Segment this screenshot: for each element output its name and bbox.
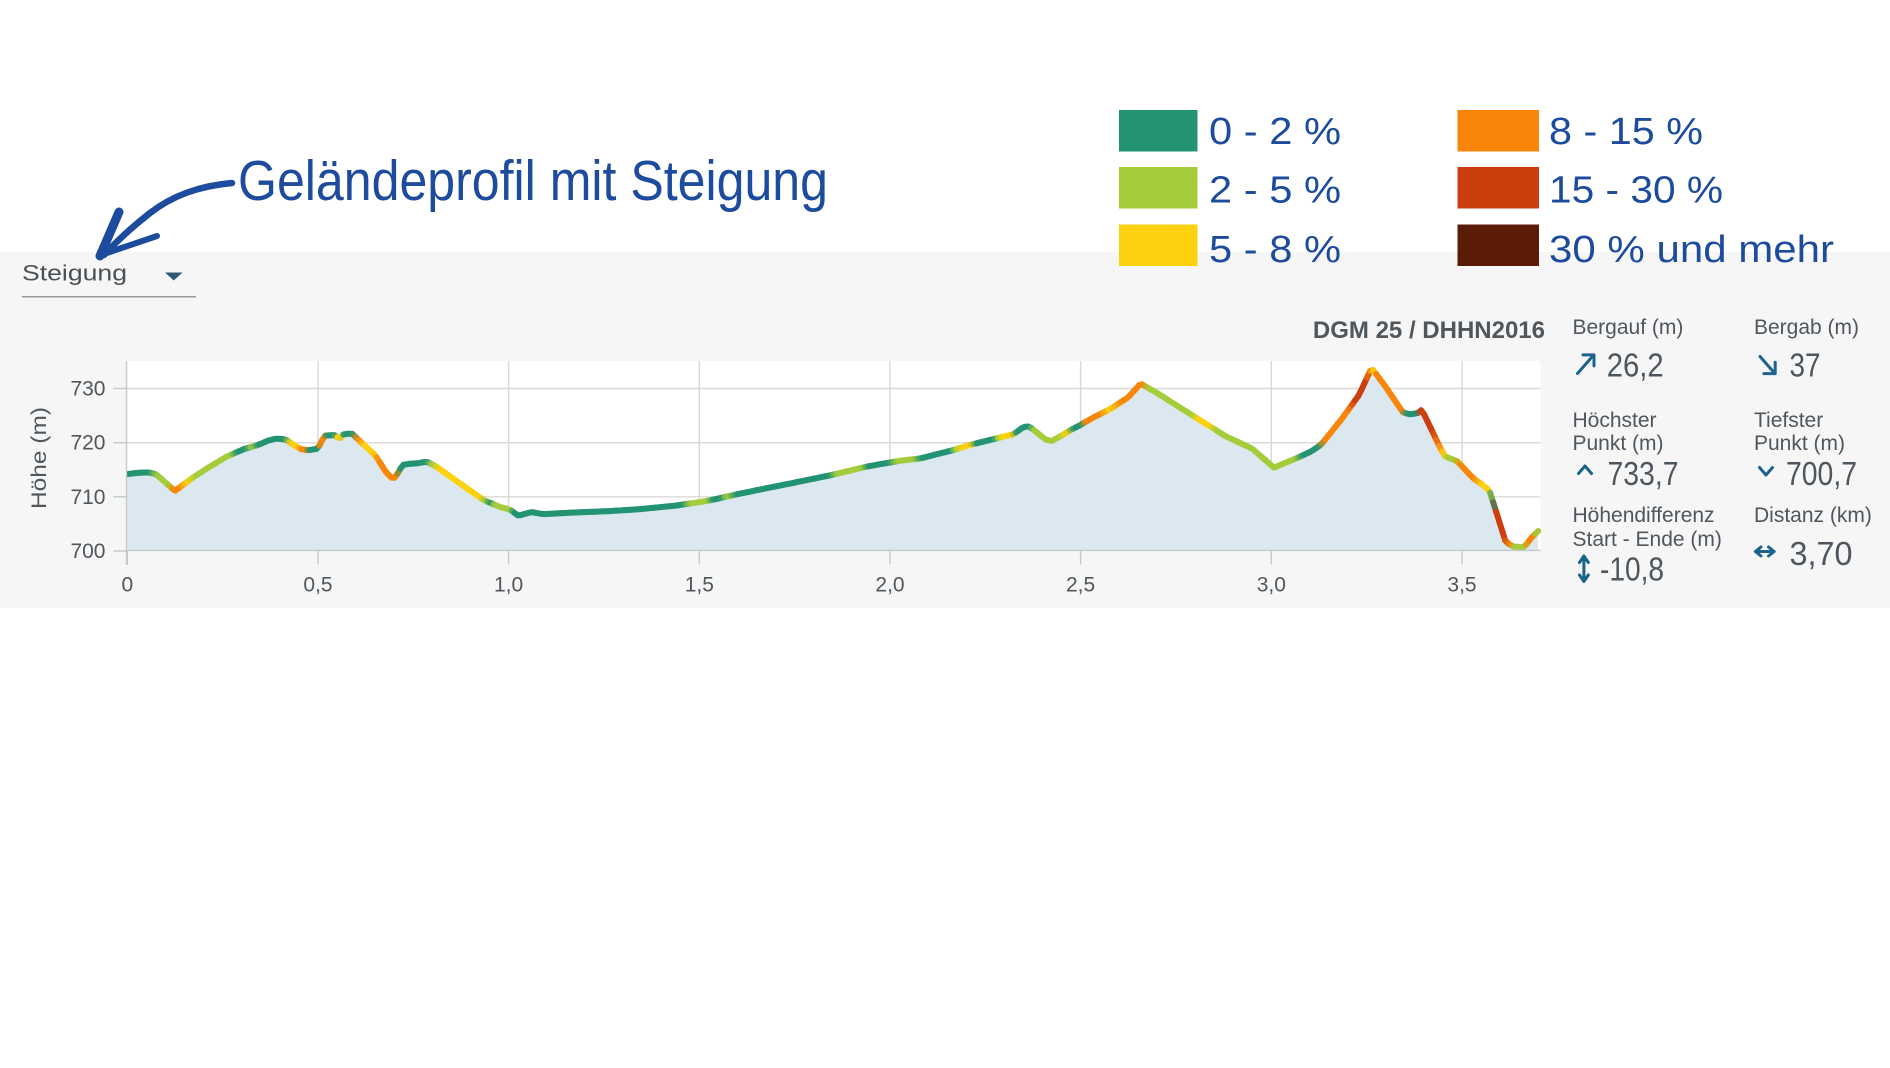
svg-text:720: 720	[70, 432, 105, 455]
svg-text:2,5: 2,5	[1066, 574, 1095, 597]
svg-text:2,0: 2,0	[875, 574, 904, 597]
svg-text:3,70: 3,70	[1790, 535, 1853, 572]
svg-text:733,7: 733,7	[1608, 455, 1679, 492]
svg-text:Höhe (m): Höhe (m)	[28, 407, 51, 509]
svg-text:Punkt (m): Punkt (m)	[1573, 432, 1664, 455]
svg-text:Höchster: Höchster	[1573, 409, 1657, 432]
svg-text:3,5: 3,5	[1447, 574, 1476, 597]
svg-text:710: 710	[70, 486, 105, 509]
svg-text:0,5: 0,5	[303, 574, 332, 597]
svg-text:0 - 2 %: 0 - 2 %	[1209, 111, 1341, 153]
svg-text:Start - Ende (m): Start - Ende (m)	[1573, 528, 1722, 551]
svg-text:5 - 8 %: 5 - 8 %	[1209, 229, 1341, 271]
svg-text:700: 700	[70, 540, 105, 563]
svg-text:Punkt (m): Punkt (m)	[1754, 432, 1845, 455]
svg-text:Tiefster: Tiefster	[1754, 409, 1823, 432]
svg-text:DGM 25 / DHHN2016: DGM 25 / DHHN2016	[1313, 317, 1545, 344]
svg-text:Bergauf (m): Bergauf (m)	[1573, 316, 1684, 339]
svg-text:Höhendifferenz: Höhendifferenz	[1573, 504, 1715, 527]
svg-text:26,2: 26,2	[1607, 346, 1664, 383]
svg-text:1,0: 1,0	[494, 574, 523, 597]
svg-text:Steigung: Steigung	[22, 261, 127, 286]
svg-text:1,5: 1,5	[685, 574, 714, 597]
svg-text:Distanz (km): Distanz (km)	[1754, 504, 1872, 527]
svg-text:-10,8: -10,8	[1600, 550, 1664, 587]
svg-text:3,0: 3,0	[1257, 574, 1286, 597]
svg-text:Bergab (m): Bergab (m)	[1754, 316, 1859, 339]
svg-text:37: 37	[1790, 346, 1821, 383]
svg-text:15 - 30 %: 15 - 30 %	[1549, 170, 1723, 212]
svg-text:30 % und mehr: 30 % und mehr	[1549, 229, 1834, 271]
svg-text:700,7: 700,7	[1786, 455, 1857, 492]
svg-text:Geländeprofil mit Steigung: Geländeprofil mit Steigung	[238, 149, 828, 213]
svg-text:8 - 15 %: 8 - 15 %	[1549, 111, 1703, 153]
svg-text:0: 0	[121, 574, 133, 597]
svg-text:730: 730	[70, 378, 105, 401]
svg-text:2 - 5 %: 2 - 5 %	[1209, 170, 1341, 212]
